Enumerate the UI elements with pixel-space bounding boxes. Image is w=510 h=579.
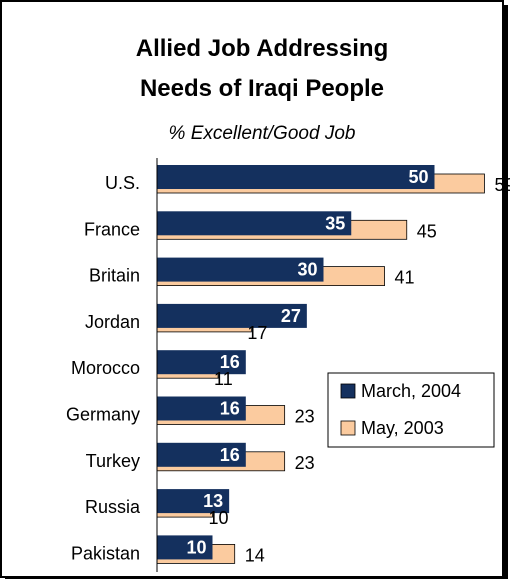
chart-subtitle: % Excellent/Good Job xyxy=(169,123,356,144)
value-label-march-2004-jordan: 27 xyxy=(281,306,301,326)
category-label-britain: Britain xyxy=(89,266,140,286)
value-label-may-2003-britain: 41 xyxy=(395,268,415,288)
value-label-march-2004-france: 35 xyxy=(325,213,345,233)
value-label-march-2004-britain: 30 xyxy=(297,260,317,280)
legend-label-march-2004: March, 2004 xyxy=(361,381,461,401)
value-label-march-2004-u-s: 50 xyxy=(408,167,428,187)
chart-title-line-1: Allied Job Addressing xyxy=(136,35,388,62)
value-label-march-2004-turkey: 16 xyxy=(220,445,240,465)
category-label-jordan: Jordan xyxy=(85,312,140,332)
value-label-march-2004-pakistan: 10 xyxy=(186,537,206,557)
category-label-turkey: Turkey xyxy=(86,451,140,471)
category-label-pakistan: Pakistan xyxy=(71,543,140,563)
value-label-march-2004-russia: 13 xyxy=(203,491,223,511)
value-label-march-2004-morocco: 16 xyxy=(220,352,240,372)
category-label-u-s: U.S. xyxy=(105,173,140,193)
value-label-may-2003-france: 45 xyxy=(417,221,437,241)
bar-march-2004-germany xyxy=(157,396,246,421)
value-label-may-2003-u-s: 59 xyxy=(494,175,510,195)
legend-label-may-2003: May, 2003 xyxy=(361,418,444,438)
value-label-may-2003-pakistan: 14 xyxy=(245,545,265,565)
value-label-may-2003-morocco: 11 xyxy=(214,369,233,389)
chart-title-line-2: Needs of Iraqi People xyxy=(140,75,384,102)
bar-march-2004-u-s xyxy=(157,165,435,189)
category-label-russia: Russia xyxy=(85,497,141,517)
value-label-may-2003-turkey: 23 xyxy=(295,453,315,473)
bar-march-2004-pakistan xyxy=(157,535,213,560)
legend-box xyxy=(327,372,495,448)
category-label-morocco: Morocco xyxy=(71,358,140,378)
value-label-march-2004-germany: 16 xyxy=(220,399,240,419)
legend: March, 2004 May, 2003 xyxy=(327,372,495,448)
legend-swatch-march-2004 xyxy=(340,383,356,399)
category-label-france: France xyxy=(84,219,140,239)
legend-swatch-may-2003 xyxy=(340,420,356,436)
value-label-may-2003-jordan: 17 xyxy=(247,323,267,343)
bar-march-2004-jordan xyxy=(157,303,307,328)
value-label-may-2003-germany: 23 xyxy=(295,407,315,427)
bar-march-2004-france xyxy=(157,211,352,236)
bar-march-2004-turkey xyxy=(157,442,246,467)
bar-march-2004-morocco xyxy=(157,350,246,375)
value-label-may-2003-russia: 10 xyxy=(209,508,229,528)
bar-march-2004-britain xyxy=(157,257,324,282)
plot-area: U.S. 50 59 France 35 45 Britain 30 41 Jordan 27 17 M… xyxy=(66,158,510,572)
category-label-germany: Germany xyxy=(66,405,140,425)
bar-march-2004-russia xyxy=(157,489,230,514)
